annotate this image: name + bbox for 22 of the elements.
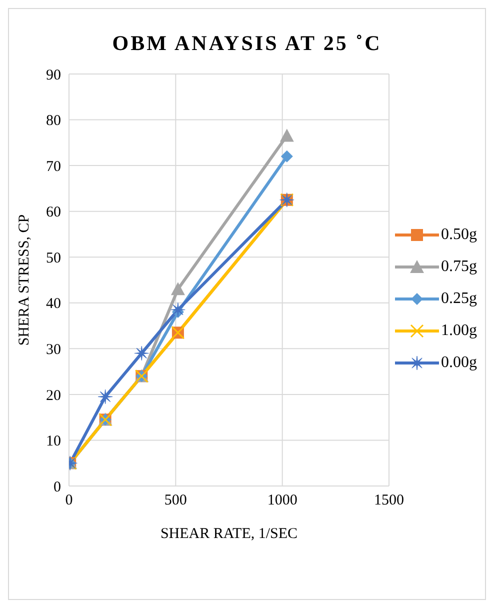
legend-label: 0.50g <box>441 226 477 244</box>
x-tick-label: 500 <box>164 492 187 509</box>
y-tick-label: 50 <box>46 250 61 266</box>
legend-label: 0.25g <box>441 290 477 308</box>
y-tick-label: 70 <box>46 158 61 175</box>
y-tick-label: 60 <box>46 204 61 221</box>
y-tick-label: 80 <box>46 113 61 130</box>
y-tick-label: 40 <box>46 296 61 312</box>
x-axis-title: SHEAR RATE, 1/SEC <box>160 526 298 542</box>
y-tick-label: 30 <box>46 342 61 358</box>
x-tick-label: 1500 <box>374 492 404 509</box>
x-tick-label: 1000 <box>267 492 298 509</box>
y-tick-label: 20 <box>46 388 61 404</box>
x-tick-label: 0 <box>65 492 73 509</box>
legend-label: 0.75g <box>441 258 477 276</box>
y-axis-title: SHERA STRESS, CP <box>16 214 32 346</box>
chart-title: OBM ANAYSIS AT 25 ˚C <box>111 31 383 56</box>
legend-label: 1.00g <box>441 322 477 340</box>
y-tick-label: 10 <box>46 434 61 450</box>
y-tick-label: 0 <box>54 479 61 496</box>
legend-label: 0.00g <box>441 354 477 372</box>
y-tick-label: 90 <box>46 67 61 84</box>
